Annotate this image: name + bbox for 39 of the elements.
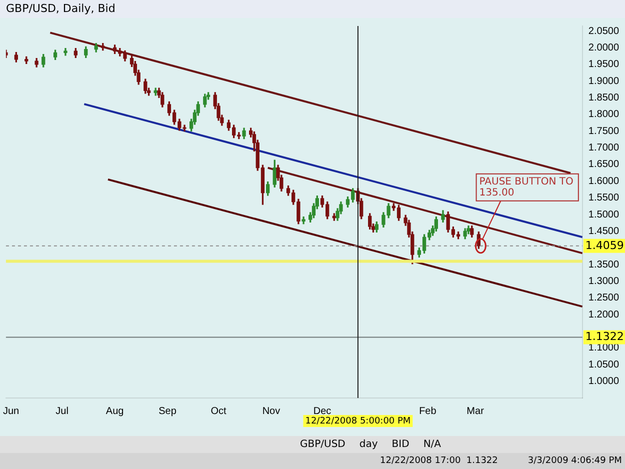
x-tick-label: Sep [158,406,177,417]
x-tick-label: Jul [56,406,68,417]
y-tick-label: 1.0500 [588,359,620,370]
y-tick-label: 1.8500 [588,92,620,104]
chart-title: GBP/USD, Daily, Bid [0,0,625,18]
text: N/A [423,439,442,450]
x-tick-label: Jun [3,406,20,417]
y-tick-label: 1.6000 [588,176,620,187]
x-tick-label: Feb [419,406,437,417]
y-tick-label: 1.7000 [588,142,620,154]
y-tick-label: 1.9500 [588,59,620,70]
ref-line-label: 1.4059 [585,238,624,252]
x-tick-label: Dec [313,406,332,417]
y-tick-label: 2.0500 [588,26,620,37]
annotation: PAUSE BUTTON TO 135.00 [479,176,574,198]
y-tick-label: 2.0000 [588,42,620,54]
y-tick-label: 1.8000 [588,109,620,120]
x-tick-label: Aug [106,406,124,417]
text: GBP/USD [300,439,346,450]
y-tick-label: 1.7500 [588,126,620,137]
y-tick-label: 1.5000 [588,209,620,220]
ref-line-label: 12/22/2008 5:00:00 PM [305,416,411,426]
y-tick-label: 1.0000 [588,376,620,388]
x-tick-label: Mar [466,406,485,417]
text: 3/3/2009 4:06:49 PM [528,456,622,466]
y-tick-label: 1.9000 [588,76,620,87]
y-tick-label: 1.3000 [588,276,620,287]
ref-line-label: 1.1322 [585,330,624,344]
x-tick-label: Nov [262,406,280,417]
text: day [359,439,378,450]
y-tick-label: 1.6500 [588,159,620,170]
text: 12/22/2008 17:00 1.1322 [380,456,498,466]
y-tick-label: 1.2500 [588,292,620,304]
y-tick-label: 1.3500 [588,259,620,270]
text: BID [392,439,410,450]
y-tick-label: 1.2000 [588,309,620,320]
y-tick-label: 1.5500 [588,192,620,204]
y-tick-label: 1.4500 [588,226,620,237]
x-tick-label: Oct [210,406,227,417]
